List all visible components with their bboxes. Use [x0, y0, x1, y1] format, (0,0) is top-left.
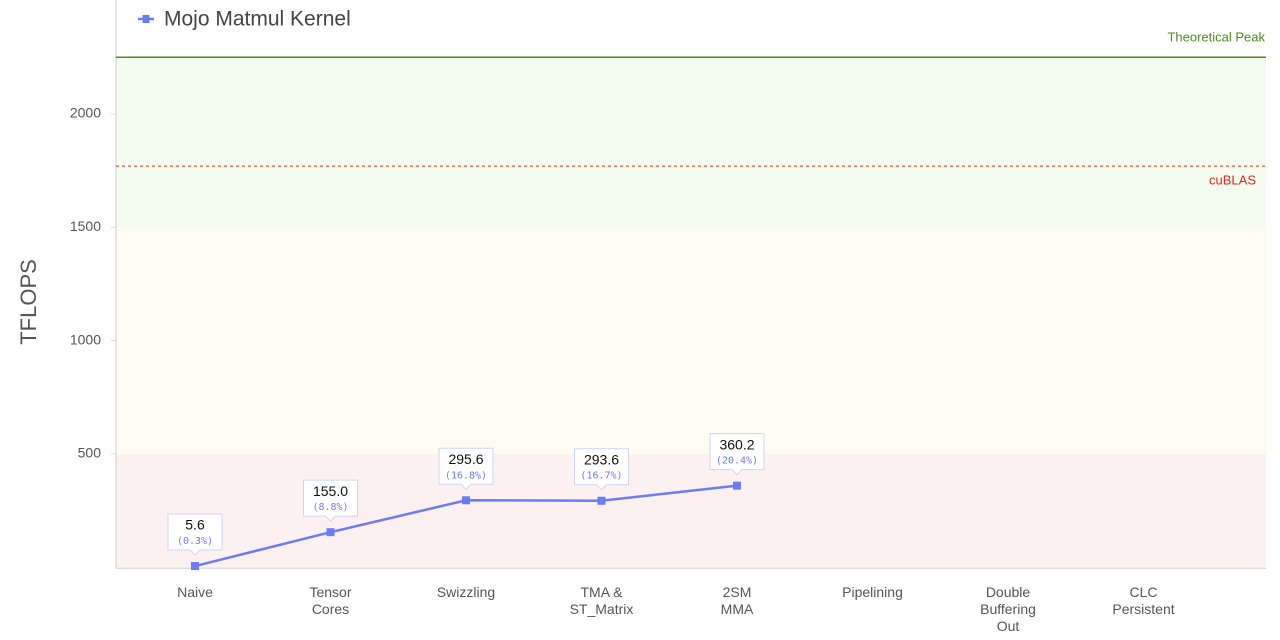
y-tick-label: 1500 — [70, 218, 101, 234]
tooltip-box — [167, 513, 223, 556]
tooltip-box — [438, 447, 494, 491]
data-point — [191, 562, 199, 571]
x-tick-label: Tensor Cores — [309, 584, 352, 617]
data-point — [326, 528, 335, 537]
tooltip-box — [574, 448, 629, 491]
value-label: 293.6 — [584, 451, 619, 467]
zone-band — [116, 57, 1266, 228]
tooltip-box — [709, 433, 765, 476]
legend-marker — [142, 15, 150, 23]
percent-label: (16.7%) — [580, 471, 622, 482]
x-tick-label: Pipelining — [842, 584, 903, 600]
x-tick-label: TMA & ST_Matrix — [569, 584, 634, 617]
x-tick-label: CLC Persistent — [1112, 584, 1175, 617]
percent-label: (16.8%) — [445, 470, 487, 481]
value-label: 360.2 — [719, 436, 754, 452]
data-point — [597, 496, 606, 505]
legend-label: Mojo Matmul Kernel — [164, 8, 351, 31]
zone-band — [116, 227, 1266, 454]
reference-label: Theoretical Peak — [1167, 30, 1265, 45]
tooltip-box — [303, 479, 358, 522]
percent-label: (0.3%) — [177, 536, 213, 547]
y-tick-label: 500 — [78, 445, 102, 461]
percent-label: (8.8%) — [312, 502, 348, 513]
y-tick-label: 1000 — [70, 331, 101, 347]
value-label: 295.6 — [448, 451, 483, 467]
reference-label: cuBLAS — [1209, 173, 1256, 188]
data-point — [462, 496, 470, 505]
x-tick-label: 2SM MMA — [720, 584, 754, 617]
zone-band — [116, 453, 1266, 568]
x-tick-label: Naive — [177, 584, 213, 600]
x-tick-label: Swizzling — [436, 584, 496, 600]
data-point — [733, 481, 741, 490]
value-label: 155.0 — [313, 483, 348, 499]
x-tick-label: Double Buffering Out — [980, 584, 1036, 634]
percent-label: (20.4%) — [716, 456, 758, 467]
y-axis-label: TFLOPS — [16, 259, 41, 345]
value-label: 5.6 — [185, 517, 205, 533]
y-tick-label: 2000 — [70, 105, 101, 121]
